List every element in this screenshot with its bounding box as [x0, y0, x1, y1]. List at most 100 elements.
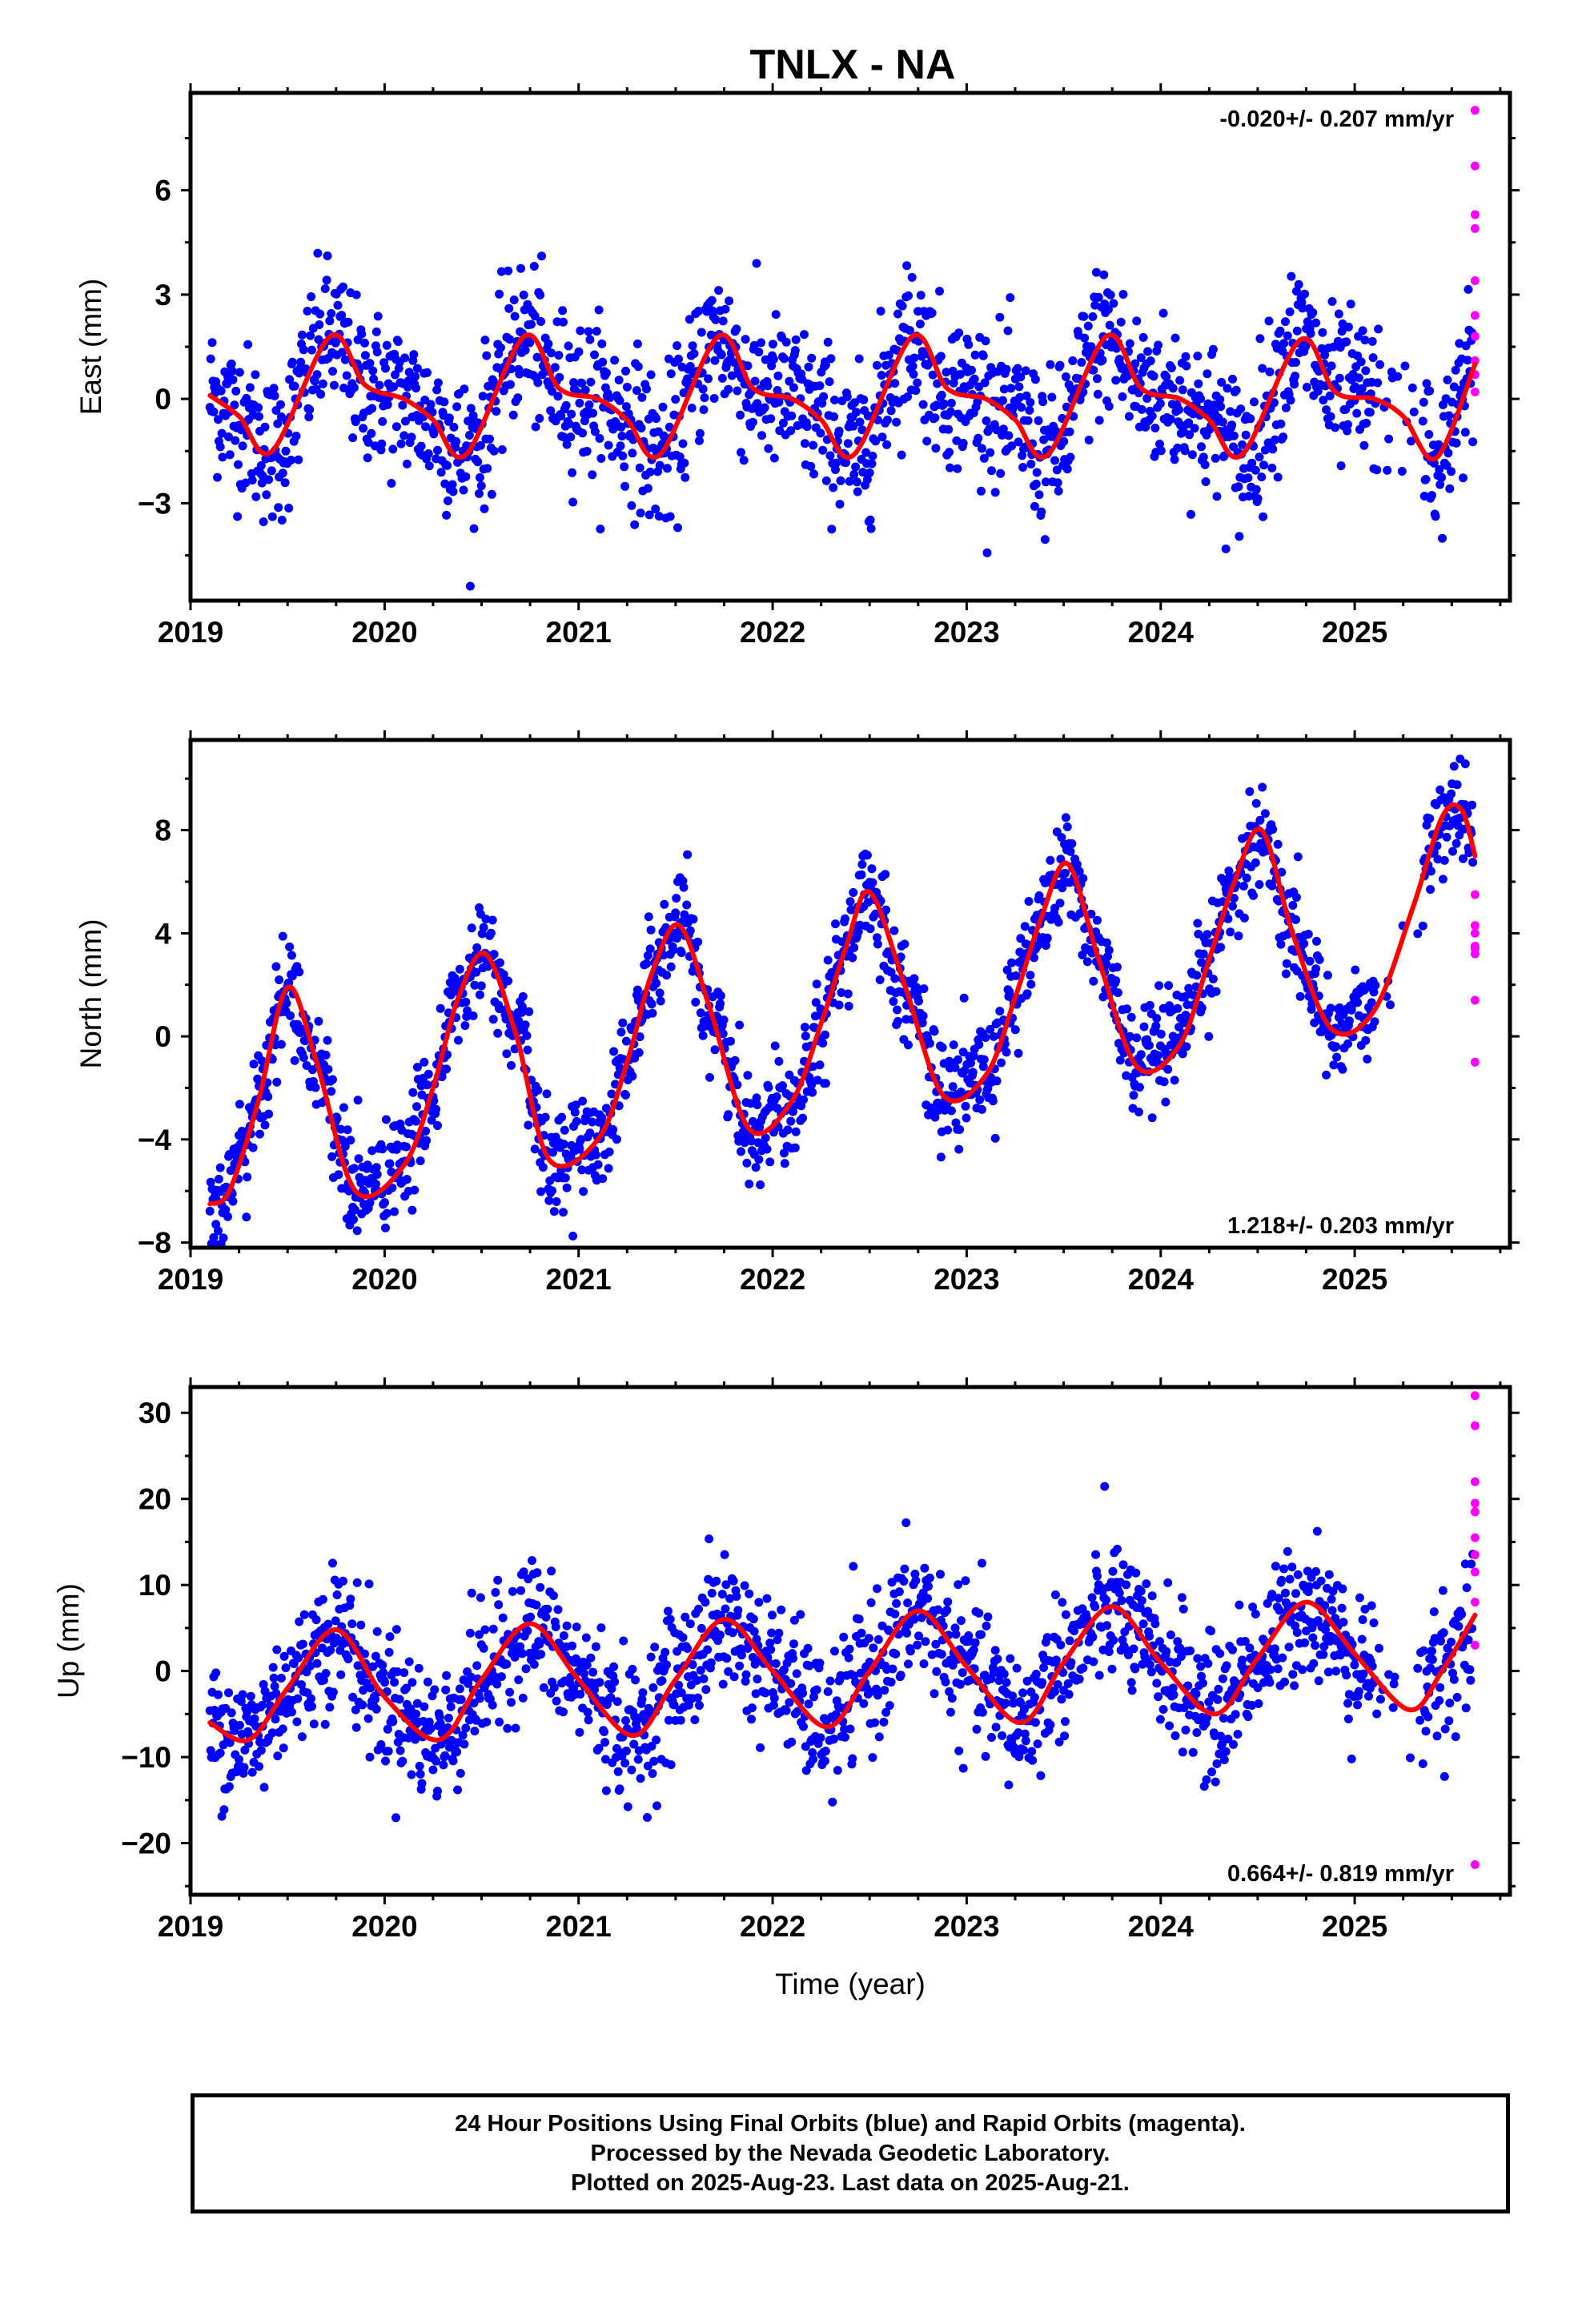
north-final-point: [585, 1128, 595, 1138]
up-final-point: [465, 1628, 475, 1638]
north-final-point: [974, 1039, 984, 1049]
east-final-point: [360, 351, 370, 360]
east-rapid-point: [1470, 161, 1480, 171]
up-final-point: [1186, 1646, 1195, 1655]
east-rapid-point: [1470, 210, 1480, 219]
east-final-point: [432, 385, 442, 395]
north-final-point: [679, 883, 689, 892]
east-final-point: [230, 400, 239, 410]
up-final-point: [1223, 1735, 1233, 1743]
east-final-point: [1360, 336, 1370, 345]
east-final-point: [790, 346, 800, 356]
east-final-point: [1066, 452, 1075, 462]
east-final-point: [1015, 392, 1025, 402]
north-final-point: [461, 997, 471, 1007]
north-final-point: [499, 970, 508, 979]
north-final-point: [410, 1185, 420, 1195]
north-final-point: [1125, 1031, 1134, 1041]
east-plot-area: [205, 106, 1480, 591]
north-final-point: [865, 924, 875, 934]
east-final-point: [1327, 297, 1337, 306]
east-final-point: [1211, 453, 1220, 463]
up-final-point: [695, 1701, 704, 1710]
east-final-point: [504, 304, 514, 313]
east-final-point: [1275, 326, 1285, 336]
east-final-point: [1260, 445, 1270, 455]
up-final-point: [455, 1684, 464, 1694]
east-final-point: [996, 468, 1006, 478]
east-final-point: [478, 392, 488, 401]
up-final-point: [299, 1610, 309, 1619]
east-final-point: [464, 431, 474, 440]
east-final-point: [1052, 465, 1062, 475]
east-final-point: [575, 398, 584, 408]
east-final-point: [535, 414, 544, 423]
up-final-point: [993, 1655, 1002, 1664]
east-final-point: [967, 365, 976, 375]
east-final-point: [1400, 361, 1410, 371]
north-final-point: [896, 952, 905, 962]
up-final-point: [1203, 1659, 1213, 1668]
north-final-point: [367, 1146, 377, 1156]
up-final-point: [1238, 1655, 1247, 1665]
north-final-point: [205, 1206, 215, 1216]
up-final-point: [539, 1683, 548, 1692]
east-final-point: [1292, 326, 1302, 336]
up-final-point: [643, 1761, 652, 1771]
east-final-point: [1047, 392, 1057, 402]
north-final-point: [778, 1081, 787, 1091]
east-final-point: [678, 439, 688, 448]
north-final-point: [652, 979, 661, 988]
east-final-point: [1094, 416, 1104, 425]
up-final-point: [444, 1713, 453, 1723]
north-final-point: [1331, 1042, 1341, 1051]
east-final-point: [1125, 339, 1134, 348]
east-final-point: [862, 475, 872, 485]
north-final-point: [1132, 1033, 1142, 1043]
east-final-point: [1250, 397, 1259, 407]
east-final-point: [769, 355, 778, 364]
up-final-point: [646, 1652, 656, 1662]
up-final-point: [581, 1633, 591, 1642]
north-final-point: [1239, 913, 1249, 923]
east-final-point: [841, 458, 850, 468]
east-final-point: [763, 381, 773, 391]
east-final-point: [1460, 428, 1470, 437]
east-final-point: [515, 369, 524, 379]
up-final-point: [982, 1621, 991, 1630]
up-final-point: [1087, 1593, 1097, 1602]
up-final-point: [259, 1679, 268, 1689]
north-final-point: [689, 915, 698, 924]
east-final-point: [727, 371, 737, 380]
up-final-point: [681, 1612, 690, 1622]
east-final-point: [1422, 379, 1431, 388]
up-final-point: [994, 1676, 1004, 1685]
up-final-point: [956, 1679, 965, 1689]
north-final-point: [559, 1208, 568, 1217]
east-final-point: [779, 354, 789, 364]
north-final-point: [1011, 971, 1021, 980]
up-final-point: [1126, 1678, 1136, 1687]
north-final-point: [990, 1133, 1000, 1143]
north-final-point: [621, 1036, 631, 1046]
up-final-point: [206, 1746, 215, 1755]
up-final-point: [892, 1598, 901, 1608]
east-final-point: [632, 386, 641, 396]
north-final-point: [598, 1174, 608, 1184]
north-final-point: [881, 905, 891, 915]
east-final-point: [1182, 361, 1191, 371]
east-final-point: [1215, 395, 1225, 404]
north-final-point: [1104, 946, 1114, 955]
north-final-point: [1178, 1049, 1187, 1059]
up-final-point: [331, 1616, 340, 1626]
up-final-point: [1266, 1665, 1275, 1675]
up-final-point: [1311, 1566, 1321, 1576]
east-final-point: [564, 341, 573, 351]
east-final-point: [1273, 472, 1283, 482]
up-final-point: [696, 1666, 705, 1675]
up-final-point: [1117, 1596, 1126, 1606]
up-final-point: [1267, 1590, 1277, 1599]
east-final-point: [473, 457, 483, 467]
up-final-point: [685, 1619, 695, 1629]
